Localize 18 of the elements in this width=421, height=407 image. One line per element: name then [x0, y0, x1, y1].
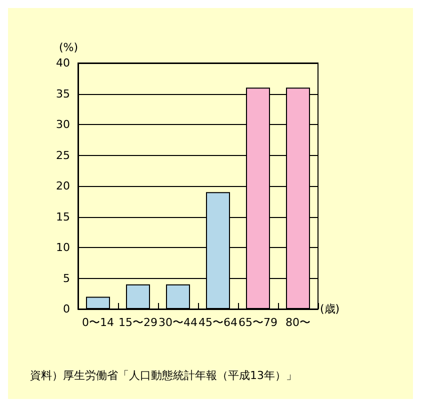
y-tick-label: 15 [56, 210, 70, 224]
y-tick-label: 0 [63, 302, 70, 316]
x-tick-label: 65〜79 [238, 316, 278, 329]
y-tick-label: 40 [56, 56, 70, 70]
y-tick-label: 10 [56, 241, 70, 254]
x-tick-label: 15〜29 [118, 316, 158, 329]
y-tick-label: 25 [56, 148, 70, 162]
y-tick-label: 30 [56, 118, 70, 131]
y-axis-title: (%) [58, 41, 78, 54]
x-tick-label: 80〜 [286, 316, 310, 329]
y-tick-label: 20 [56, 180, 70, 192]
x-tick-label: 45〜64 [198, 316, 238, 329]
y-tick-label: 5 [63, 272, 70, 285]
x-tick-label: 30〜44 [158, 316, 198, 329]
text: 資料）厚生労働省「人口動態統計年報（平成13年）」 [30, 369, 297, 382]
y-tick-label: 35 [56, 87, 70, 100]
x-tick-label: 0〜14 [82, 316, 114, 329]
x-axis-title: (歳) [320, 302, 340, 316]
